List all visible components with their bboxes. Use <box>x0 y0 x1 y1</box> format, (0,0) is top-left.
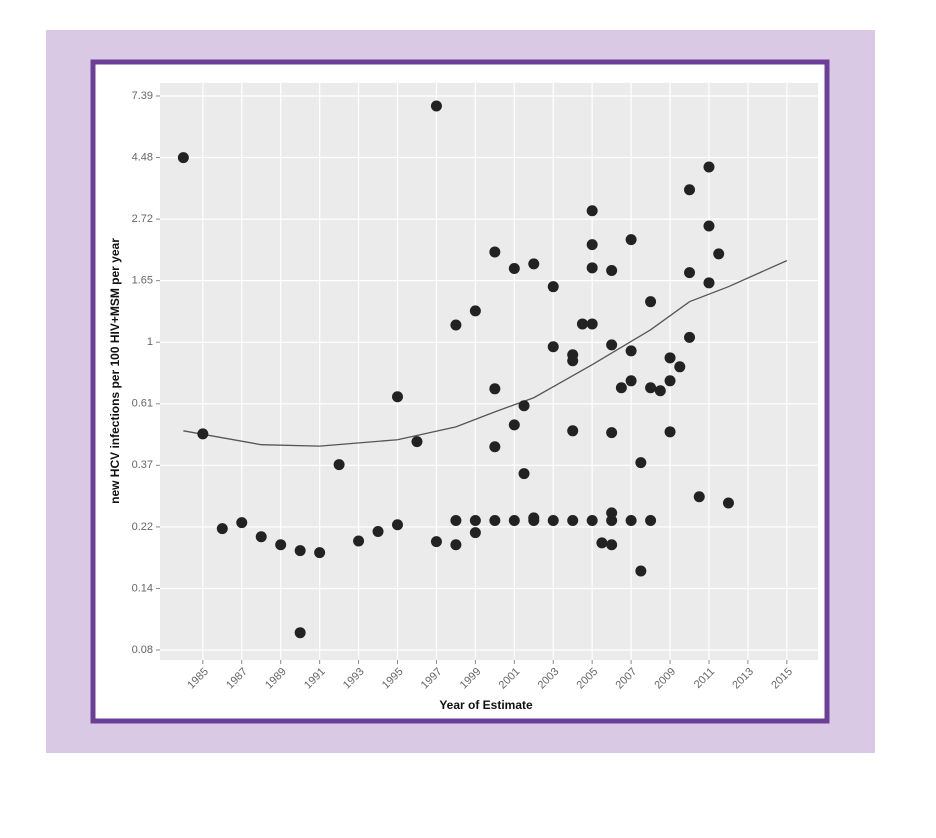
data-point <box>547 341 559 353</box>
data-point <box>518 468 530 480</box>
data-point <box>294 545 306 557</box>
data-point <box>489 441 501 453</box>
y-tick-label: 0.08 <box>132 644 153 656</box>
data-point <box>586 515 598 527</box>
data-point <box>294 627 306 639</box>
data-point <box>606 265 618 277</box>
y-tick-label: 0.37 <box>132 459 153 471</box>
data-point <box>586 262 598 274</box>
data-point <box>508 515 520 527</box>
data-point <box>469 515 481 527</box>
data-point <box>372 525 384 537</box>
data-point <box>489 246 501 258</box>
data-point <box>635 565 647 577</box>
data-point <box>275 539 287 551</box>
data-point <box>703 277 715 289</box>
data-point <box>625 515 637 527</box>
data-point <box>450 319 462 331</box>
data-point <box>606 515 618 527</box>
y-tick-label: 0.14 <box>132 582 153 594</box>
data-point <box>664 375 676 387</box>
data-point <box>430 100 442 112</box>
data-point <box>596 537 608 549</box>
grid <box>160 83 818 660</box>
data-point <box>528 515 540 527</box>
data-point <box>645 296 657 308</box>
data-point <box>518 400 530 412</box>
data-point <box>528 258 540 270</box>
data-point <box>684 331 696 343</box>
data-point <box>576 318 588 330</box>
y-tick-label: 4.48 <box>132 151 153 163</box>
data-point <box>703 220 715 232</box>
data-point <box>606 339 618 351</box>
data-point <box>508 419 520 431</box>
data-point <box>645 515 657 527</box>
data-point <box>664 426 676 438</box>
data-point <box>693 491 705 503</box>
data-point <box>722 497 734 509</box>
plot-panel <box>160 83 818 660</box>
data-point <box>469 305 481 317</box>
data-point <box>606 539 618 551</box>
marks <box>177 100 788 639</box>
data-point <box>177 152 189 164</box>
data-point <box>489 515 501 527</box>
data-point <box>450 515 462 527</box>
data-point <box>615 382 627 394</box>
data-point <box>567 515 579 527</box>
data-point <box>684 184 696 196</box>
data-point <box>567 355 579 367</box>
data-point <box>392 391 404 403</box>
y-tick-label: 1 <box>147 336 153 348</box>
data-point <box>586 318 598 330</box>
data-point <box>216 523 228 535</box>
data-point <box>489 383 501 395</box>
data-point <box>684 267 696 279</box>
data-point <box>645 382 657 394</box>
data-point <box>547 515 559 527</box>
data-point <box>625 345 637 357</box>
data-point <box>674 361 686 373</box>
data-point <box>654 385 666 397</box>
y-tick-label: 1.65 <box>132 275 153 287</box>
x-axis-title: Year of Estimate <box>439 698 533 712</box>
data-point <box>625 375 637 387</box>
data-point <box>430 536 442 548</box>
data-point <box>255 531 267 543</box>
data-point <box>586 205 598 217</box>
data-point <box>664 352 676 364</box>
data-point <box>606 427 618 439</box>
data-point <box>635 457 647 469</box>
data-point <box>469 527 481 539</box>
data-point <box>197 428 209 440</box>
data-point <box>411 436 423 448</box>
data-point <box>333 459 345 471</box>
data-point <box>508 262 520 274</box>
data-point <box>606 507 618 519</box>
y-axis-title: new HCV infections per 100 HIV+MSM per y… <box>108 238 122 504</box>
data-point <box>586 239 598 251</box>
data-point <box>450 539 462 551</box>
data-point <box>236 517 248 529</box>
data-point <box>314 547 326 559</box>
y-tick-label: 0.22 <box>132 521 153 533</box>
data-point <box>353 535 365 547</box>
data-point <box>567 425 579 437</box>
data-point <box>625 234 637 246</box>
y-tick-label: 2.72 <box>132 213 153 225</box>
data-point <box>713 248 725 260</box>
data-point <box>547 281 559 293</box>
y-tick-label: 0.61 <box>132 398 153 410</box>
trend-line <box>183 260 788 447</box>
y-tick-label: 7.39 <box>132 90 153 102</box>
data-point <box>703 161 715 173</box>
data-point <box>392 519 404 531</box>
